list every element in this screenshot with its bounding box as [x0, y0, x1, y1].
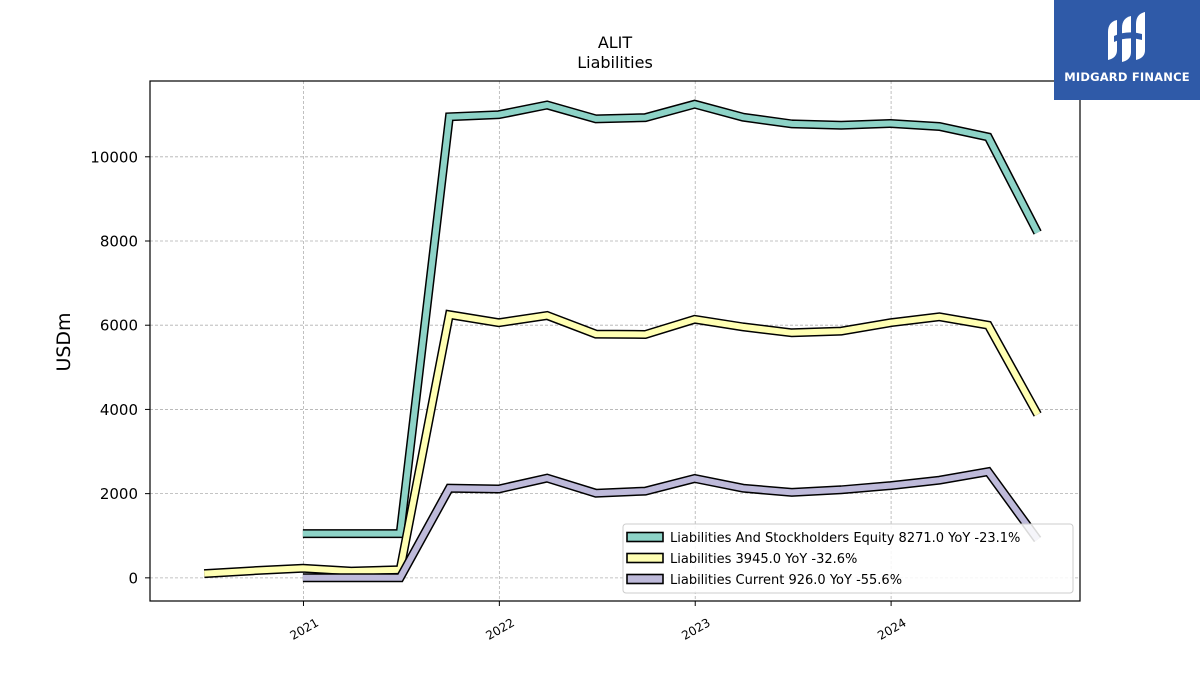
x-tick-label: 2024 — [875, 615, 908, 642]
legend-swatch — [626, 531, 664, 543]
grid — [150, 81, 1080, 601]
series-line — [302, 101, 1041, 537]
y-axis-label: USDm — [53, 312, 75, 371]
legend: Liabilities And Stockholders Equity 8271… — [622, 523, 1074, 594]
y-tick-label: 2000 — [100, 485, 138, 503]
y-tick-label: 4000 — [100, 401, 138, 419]
x-tick-label: 2023 — [679, 615, 712, 642]
legend-label: Liabilities Current 926.0 YoY -55.6% — [670, 573, 902, 588]
y-tick-label: 10000 — [90, 148, 138, 166]
legend-box — [622, 523, 1074, 594]
series-line — [302, 468, 1041, 581]
y-tick-label: 8000 — [100, 233, 138, 251]
chart-subtitle: Liabilities — [577, 53, 653, 72]
y-tick-label: 0 — [128, 569, 138, 587]
logo-text: MIDGARD FINANCE — [1064, 70, 1190, 84]
legend-swatch — [626, 552, 664, 564]
series-liabilities — [203, 309, 1042, 579]
legend-label: Liabilities And Stockholders Equity 8271… — [670, 531, 1020, 546]
y-tick-label: 6000 — [100, 317, 138, 335]
x-tick-label: 2021 — [288, 615, 321, 642]
series-liabilities-current — [302, 466, 1042, 583]
series-liabilities-and-stockholders-equity — [302, 99, 1042, 539]
legend-swatch — [626, 573, 664, 585]
brand-logo: MIDGARD FINANCE — [1054, 0, 1200, 100]
x-tick-label: 2022 — [483, 615, 516, 642]
series-lines — [203, 99, 1042, 583]
legend-label: Liabilities 3945.0 YoY -32.6% — [670, 552, 857, 567]
series-line — [204, 311, 1041, 577]
midgard-logo-icon — [1108, 12, 1145, 62]
chart-title: ALIT — [598, 33, 633, 52]
plot-frame — [149, 80, 1081, 602]
